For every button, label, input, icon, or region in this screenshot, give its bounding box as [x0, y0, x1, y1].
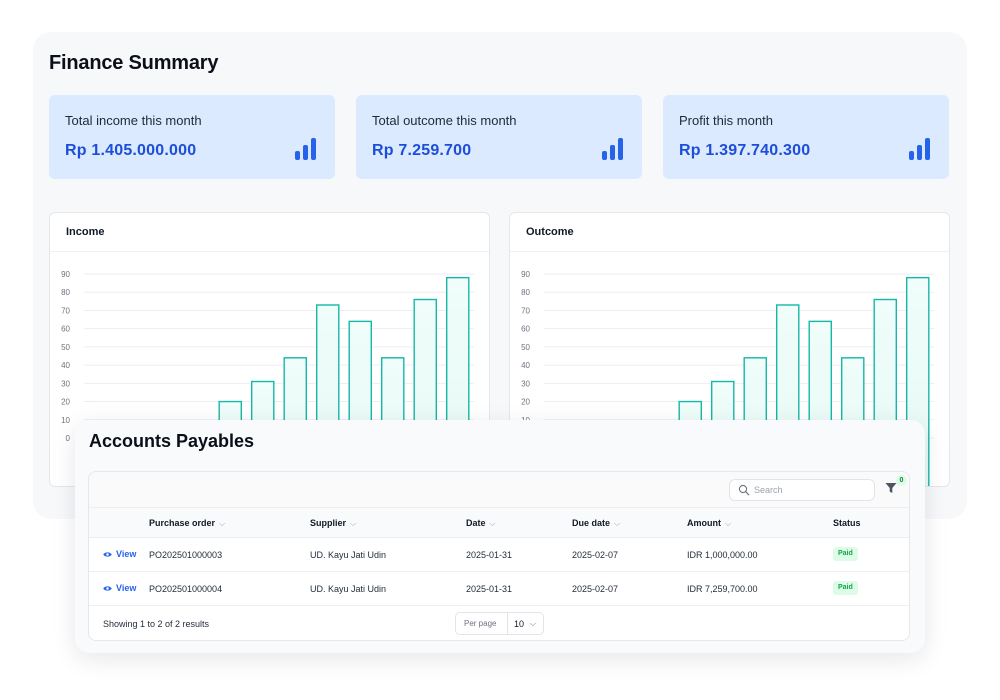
stat-label: Total outcome this month	[372, 113, 517, 128]
per-page-select[interactable]: Per page 10 ⌵	[455, 612, 544, 635]
bar-chart-icon	[602, 138, 624, 160]
stat-value: Rp 1.405.000.000	[65, 142, 197, 159]
filter-icon[interactable]	[885, 482, 897, 494]
y-tick-label: 80	[61, 288, 70, 297]
stat-label: Total income this month	[65, 113, 202, 128]
po-number: PO202501000004	[149, 584, 223, 594]
chevron-down-icon: ⌵	[725, 519, 732, 528]
divider	[510, 251, 949, 252]
due-date: 2025-02-07	[572, 584, 619, 594]
y-tick-label: 10	[61, 416, 70, 425]
status-badge: Paid	[833, 547, 858, 561]
divider	[50, 251, 489, 252]
amount: IDR 7,259,700.00	[687, 584, 758, 594]
per-page-value: 10	[514, 619, 525, 629]
column-header-amount[interactable]: Amount ⌵	[687, 518, 732, 528]
status-badge: Paid	[833, 581, 858, 595]
eye-icon	[103, 552, 112, 557]
y-tick-label: 90	[61, 270, 70, 279]
chevron-down-icon: ⌵	[219, 519, 226, 528]
supplier-name: UD. Kayu Jati Udin	[310, 584, 387, 594]
chevron-down-icon: ⌵	[489, 519, 496, 528]
chart-title: Outcome	[526, 226, 574, 238]
chevron-down-icon: ⌵	[614, 519, 621, 528]
chart-title: Income	[66, 226, 105, 238]
y-tick-label: 30	[61, 379, 70, 388]
table-row: View PO202501000004 UD. Kayu Jati Udin 2…	[89, 572, 909, 606]
supplier-name: UD. Kayu Jati Udin	[310, 550, 387, 560]
chevron-down-icon: ⌵	[350, 519, 357, 528]
page-title: Finance Summary	[49, 52, 219, 74]
column-header-status: Status	[833, 518, 861, 528]
filter-count-badge: 0	[896, 475, 907, 486]
section-title: Accounts Payables	[89, 431, 255, 451]
search-icon	[738, 484, 750, 496]
date: 2025-01-31	[466, 584, 513, 594]
stat-label: Profit this month	[679, 113, 773, 128]
column-header-due-date[interactable]: Due date ⌵	[572, 518, 621, 528]
y-tick-label: 60	[521, 325, 530, 334]
y-tick-label: 40	[61, 361, 70, 370]
y-tick-label: 80	[521, 288, 530, 297]
stat-value: Rp 1.397.740.300	[679, 142, 811, 159]
y-tick-label: 70	[61, 306, 70, 315]
stat-card-income: Total income this month Rp 1.405.000.000	[49, 95, 335, 179]
chevron-down-icon: ⌵	[530, 619, 537, 628]
column-header-purchase-order[interactable]: Purchase order ⌵	[149, 518, 226, 528]
y-tick-label: 60	[61, 325, 70, 334]
stat-card-outcome: Total outcome this month Rp 7.259.700	[356, 95, 642, 179]
po-number: PO202501000003	[149, 550, 223, 560]
divider	[507, 613, 508, 634]
finance-summary-panel: Finance Summary Total income this month …	[33, 32, 967, 519]
accounts-payables-card: Accounts Payables 0 Purchase order⌵ Supp…	[75, 420, 925, 653]
eye-icon	[103, 586, 112, 591]
table-header: Purchase order ⌵ Supplier ⌵ Date ⌵ Due date…	[89, 508, 909, 538]
y-tick-label: 20	[61, 398, 70, 407]
table-footer: Showing 1 to 2 of 2 results Per page 10 …	[89, 606, 909, 640]
column-header-date[interactable]: Date ⌵	[466, 518, 496, 528]
table-row: View PO202501000003 UD. Kayu Jati Udin 2…	[89, 538, 909, 572]
y-tick-label: 20	[521, 398, 530, 407]
column-header-supplier[interactable]: Supplier ⌵	[310, 518, 357, 528]
y-tick-label: 50	[521, 343, 530, 352]
stat-value: Rp 7.259.700	[372, 142, 472, 159]
date: 2025-01-31	[466, 550, 513, 560]
view-link[interactable]: View	[103, 583, 136, 593]
y-tick-label: 0	[66, 434, 71, 443]
stat-card-profit: Profit this month Rp 1.397.740.300	[663, 95, 949, 179]
view-link[interactable]: View	[103, 549, 136, 559]
amount: IDR 1,000,000.00	[687, 550, 758, 560]
y-tick-label: 40	[521, 361, 530, 370]
search-box[interactable]	[729, 479, 875, 501]
y-tick-label: 70	[521, 306, 530, 315]
per-page-label: Per page	[464, 619, 497, 628]
search-input[interactable]	[754, 483, 864, 497]
bar-chart-icon	[909, 138, 931, 160]
y-tick-label: 30	[521, 379, 530, 388]
bar-chart-icon	[295, 138, 317, 160]
table-toolbar: 0	[89, 472, 909, 508]
y-tick-label: 50	[61, 343, 70, 352]
results-summary: Showing 1 to 2 of 2 results	[103, 619, 210, 629]
y-tick-label: 90	[521, 270, 530, 279]
due-date: 2025-02-07	[572, 550, 619, 560]
payables-table: 0 Purchase order⌵ Supplier⌵ Date⌵ Due da…	[88, 471, 910, 641]
